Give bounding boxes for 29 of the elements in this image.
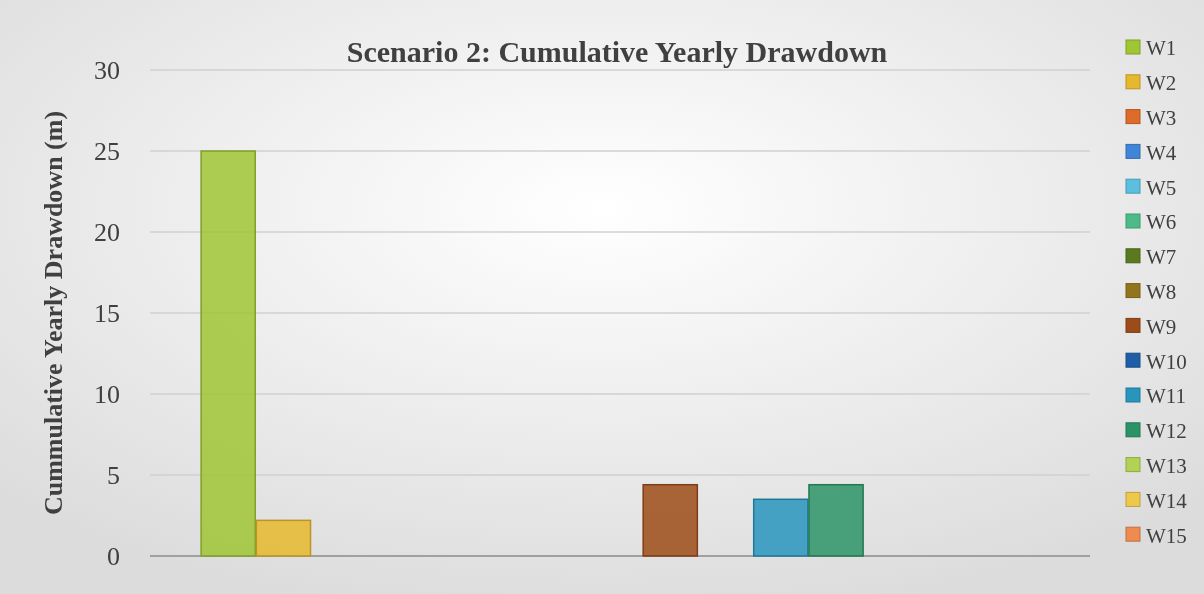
legend-label: W2 [1146, 71, 1177, 96]
chart-title: Scenario 2: Cumulative Yearly Drawdown [346, 35, 888, 68]
legend-label: W7 [1146, 245, 1177, 270]
legend-label: W12 [1146, 419, 1187, 444]
legend-label: W1 [1146, 36, 1177, 61]
legend-label: W11 [1146, 384, 1187, 409]
legend-label: W6 [1146, 210, 1177, 235]
legend-label: W4 [1146, 140, 1177, 165]
legend-label: W3 [1146, 105, 1177, 130]
legend-label: W15 [1146, 523, 1187, 548]
y-tick-label: 5 [107, 461, 120, 491]
y-tick-label: 20 [94, 218, 120, 248]
bar [808, 483, 864, 557]
legend-label: W9 [1146, 314, 1177, 339]
y-axis-title: Cummulative Yearly Drawdown (m) [39, 110, 68, 516]
bar [642, 483, 699, 557]
legend-label: W14 [1146, 488, 1188, 513]
legend-label: W5 [1146, 175, 1177, 200]
y-tick-label: 15 [94, 299, 120, 329]
legend-label: W13 [1146, 453, 1187, 478]
y-tick-label: 30 [94, 56, 120, 86]
bar [200, 150, 257, 557]
legend-label: W10 [1146, 349, 1187, 374]
y-tick-label: 10 [94, 380, 120, 410]
y-tick-label: 0 [107, 542, 120, 572]
bar [255, 519, 312, 557]
legend-label: W8 [1146, 279, 1177, 304]
y-tick-label: 25 [94, 137, 120, 167]
bar [752, 498, 809, 557]
